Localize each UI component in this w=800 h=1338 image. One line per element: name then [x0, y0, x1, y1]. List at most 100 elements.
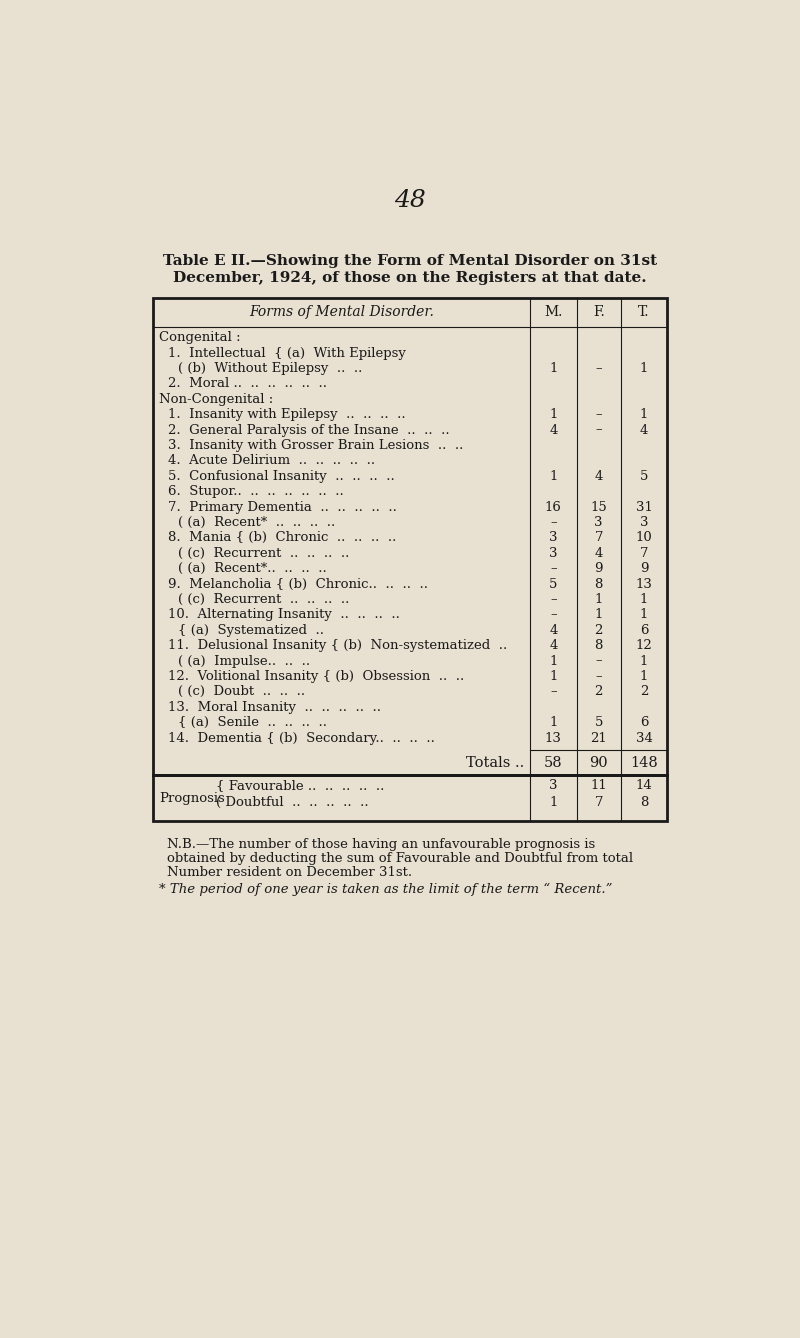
- Text: 13: 13: [545, 732, 562, 744]
- Text: { Favourable ..  ..  ..  ..  ..: { Favourable .. .. .. .. ..: [216, 779, 385, 792]
- Text: Totals ..: Totals ..: [466, 756, 524, 769]
- Text: 7.  Primary Dementia  ..  ..  ..  ..  ..: 7. Primary Dementia .. .. .. .. ..: [168, 500, 397, 514]
- Text: 1: 1: [640, 654, 648, 668]
- Text: 48: 48: [394, 189, 426, 213]
- Text: –: –: [550, 685, 557, 698]
- Text: ( (c)  Recurrent  ..  ..  ..  ..: ( (c) Recurrent .. .. .. ..: [178, 593, 349, 606]
- Text: 13.  Moral Insanity  ..  ..  ..  ..  ..: 13. Moral Insanity .. .. .. .. ..: [168, 701, 381, 713]
- Text: 3: 3: [549, 547, 558, 559]
- Text: –: –: [595, 654, 602, 668]
- Bar: [153, 775, 667, 822]
- Text: 4.  Acute Delirium  ..  ..  ..  ..  ..: 4. Acute Delirium .. .. .. .. ..: [168, 455, 375, 467]
- Text: 4: 4: [549, 640, 558, 652]
- Text: 6: 6: [640, 716, 648, 729]
- Text: –: –: [550, 593, 557, 606]
- Text: 21: 21: [590, 732, 607, 744]
- Text: 2: 2: [640, 685, 648, 698]
- Text: * The period of one year is taken as the limit of the term “ Recent.”: * The period of one year is taken as the…: [159, 883, 612, 896]
- Text: 34: 34: [636, 732, 653, 744]
- Text: 8: 8: [594, 578, 603, 590]
- Text: 8: 8: [594, 640, 603, 652]
- Text: 1: 1: [549, 654, 558, 668]
- Text: 1.  Insanity with Epilepsy  ..  ..  ..  ..: 1. Insanity with Epilepsy .. .. .. ..: [168, 408, 406, 421]
- Text: 3: 3: [594, 516, 603, 529]
- Text: 1: 1: [549, 408, 558, 421]
- Text: –: –: [550, 516, 557, 529]
- Text: 9: 9: [594, 562, 603, 575]
- Text: 8.  Mania { (b)  Chronic  ..  ..  ..  ..: 8. Mania { (b) Chronic .. .. .. ..: [168, 531, 397, 545]
- Text: 148: 148: [630, 756, 658, 769]
- Text: 31: 31: [636, 500, 653, 514]
- Text: December, 1924, of those on the Registers at that date.: December, 1924, of those on the Register…: [173, 270, 647, 285]
- Text: 1: 1: [549, 363, 558, 375]
- Text: 5: 5: [640, 470, 648, 483]
- Text: 14: 14: [636, 779, 653, 792]
- Text: M.: M.: [544, 305, 562, 320]
- Text: 1: 1: [640, 593, 648, 606]
- Text: –: –: [595, 670, 602, 682]
- Text: 4: 4: [594, 470, 603, 483]
- Text: –: –: [550, 562, 557, 575]
- Text: { (a)  Senile  ..  ..  ..  ..: { (a) Senile .. .. .. ..: [178, 716, 326, 729]
- Text: 3.  Insanity with Grosser Brain Lesions  ..  ..: 3. Insanity with Grosser Brain Lesions .…: [168, 439, 463, 452]
- Text: 5.  Confusional Insanity  ..  ..  ..  ..: 5. Confusional Insanity .. .. .. ..: [168, 470, 395, 483]
- Text: 7: 7: [594, 796, 603, 809]
- Text: Congenital :: Congenital :: [159, 332, 241, 344]
- Text: T.: T.: [638, 305, 650, 320]
- Text: Number resident on December 31st.: Number resident on December 31st.: [166, 866, 412, 879]
- Text: Table E II.—Showing the Form of Mental Disorder on 31st: Table E II.—Showing the Form of Mental D…: [163, 254, 657, 268]
- Text: 8: 8: [640, 796, 648, 809]
- Text: 2: 2: [594, 685, 603, 698]
- Text: 13: 13: [636, 578, 653, 590]
- Text: 2.  General Paralysis of the Insane  ..  ..  ..: 2. General Paralysis of the Insane .. ..…: [168, 424, 450, 436]
- Text: 4: 4: [640, 424, 648, 436]
- Text: 1: 1: [594, 593, 603, 606]
- Text: 3: 3: [549, 531, 558, 545]
- Text: 1: 1: [549, 796, 558, 809]
- Text: 5: 5: [549, 578, 558, 590]
- Text: 10: 10: [636, 531, 653, 545]
- Text: ( (a)  Recent*..  ..  ..  ..: ( (a) Recent*.. .. .. ..: [178, 562, 326, 575]
- Text: 10.  Alternating Insanity  ..  ..  ..  ..: 10. Alternating Insanity .. .. .. ..: [168, 609, 400, 621]
- Text: 15: 15: [590, 500, 607, 514]
- Text: 3: 3: [549, 779, 558, 792]
- Text: 4: 4: [549, 624, 558, 637]
- Text: 14.  Dementia { (b)  Secondary..  ..  ..  ..: 14. Dementia { (b) Secondary.. .. .. ..: [168, 732, 435, 744]
- Text: 11.  Delusional Insanity { (b)  Non-systematized  ..: 11. Delusional Insanity { (b) Non-system…: [168, 640, 507, 652]
- Text: ( (b)  Without Epilepsy  ..  ..: ( (b) Without Epilepsy .. ..: [178, 363, 362, 375]
- Text: 1: 1: [549, 670, 558, 682]
- Text: 6: 6: [640, 624, 648, 637]
- Bar: [153, 297, 667, 775]
- Text: F.: F.: [593, 305, 605, 320]
- Text: –: –: [550, 609, 557, 621]
- Text: 9.  Melancholia { (b)  Chronic..  ..  ..  ..: 9. Melancholia { (b) Chronic.. .. .. ..: [168, 578, 428, 590]
- Text: 1: 1: [640, 670, 648, 682]
- Text: 1: 1: [640, 408, 648, 421]
- Text: ( (c)  Doubt  ..  ..  ..: ( (c) Doubt .. .. ..: [178, 685, 305, 698]
- Text: 2: 2: [594, 624, 603, 637]
- Text: 4: 4: [594, 547, 603, 559]
- Text: Prognosis: Prognosis: [159, 792, 225, 804]
- Text: 1: 1: [549, 716, 558, 729]
- Text: 12: 12: [636, 640, 653, 652]
- Text: 2.  Moral ..  ..  ..  ..  ..  ..: 2. Moral .. .. .. .. .. ..: [168, 377, 327, 391]
- Text: 58: 58: [544, 756, 562, 769]
- Text: 11: 11: [590, 779, 607, 792]
- Text: 90: 90: [590, 756, 608, 769]
- Text: 12.  Volitional Insanity { (b)  Obsession  ..  ..: 12. Volitional Insanity { (b) Obsession …: [168, 670, 465, 682]
- Text: Non-Congenital :: Non-Congenital :: [159, 393, 273, 405]
- Text: 1: 1: [594, 609, 603, 621]
- Text: 7: 7: [594, 531, 603, 545]
- Text: ( (c)  Recurrent  ..  ..  ..  ..: ( (c) Recurrent .. .. .. ..: [178, 547, 349, 559]
- Text: ( Doubtful  ..  ..  ..  ..  ..: ( Doubtful .. .. .. .. ..: [216, 796, 369, 809]
- Text: 5: 5: [594, 716, 603, 729]
- Text: –: –: [595, 408, 602, 421]
- Text: 9: 9: [640, 562, 648, 575]
- Text: –: –: [595, 424, 602, 436]
- Text: { (a)  Systematized  ..: { (a) Systematized ..: [178, 624, 323, 637]
- Text: 4: 4: [549, 424, 558, 436]
- Text: 1: 1: [549, 470, 558, 483]
- Text: –: –: [595, 363, 602, 375]
- Text: 3: 3: [640, 516, 648, 529]
- Text: Forms of Mental Disorder.: Forms of Mental Disorder.: [249, 305, 434, 320]
